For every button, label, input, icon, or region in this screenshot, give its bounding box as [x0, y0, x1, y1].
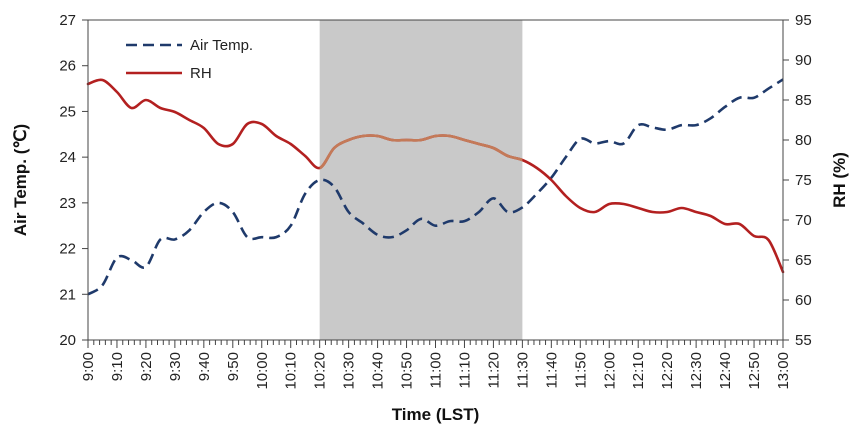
legend: Air Temp. RH — [126, 37, 253, 82]
x-tick-label: 11:50 — [572, 352, 589, 388]
y-right-tick-label: 95 — [795, 12, 812, 29]
y-left-tick-label: 25 — [59, 103, 76, 120]
x-tick-label: 11:30 — [514, 352, 531, 388]
shaded-region — [319, 20, 523, 340]
x-tick-label: 9:40 — [196, 352, 213, 381]
y-left-tick-label: 20 — [59, 332, 76, 349]
shaded-region-layer — [319, 20, 523, 340]
x-axis-title: Time (LST) — [392, 405, 480, 424]
x-tick-label: 12:50 — [746, 352, 763, 390]
y-right-tick-label: 80 — [795, 132, 812, 149]
x-tick-label: 9:30 — [167, 352, 184, 381]
x-tick-label: 11:20 — [485, 352, 502, 388]
y-right-tick-label: 75 — [795, 172, 812, 189]
x-tick-label: 13:00 — [775, 352, 792, 390]
y-left-tick-label: 27 — [59, 12, 76, 29]
y-right-tick-label: 85 — [795, 92, 812, 109]
y-right-tick-label: 55 — [795, 332, 812, 349]
y-left-tick-label: 23 — [59, 195, 76, 212]
x-tick-label: 12:00 — [601, 352, 618, 390]
x-tick-label: 10:40 — [370, 352, 387, 390]
y-right-tick-label: 65 — [795, 252, 812, 269]
series-line-air-temp — [87, 78, 784, 296]
x-tick-label: 12:10 — [630, 352, 647, 390]
y-left-tick-label: 26 — [59, 58, 76, 75]
series-line-rh-shaded-segment — [319, 134, 523, 170]
x-tick-label: 9:00 — [80, 352, 97, 381]
legend-label-air-temp: Air Temp. — [190, 37, 253, 54]
y-right-axis-title: RH (%) — [830, 152, 849, 208]
x-tick-label: 12:40 — [717, 352, 734, 390]
x-tick-label: 10:20 — [312, 352, 329, 390]
y-left-axis-title: Air Temp. (℃) — [11, 124, 30, 236]
x-tick-label: 10:50 — [399, 352, 416, 390]
legend-label-rh: RH — [190, 65, 212, 82]
x-tick-label: 9:50 — [225, 352, 242, 381]
axis-layer — [82, 19, 789, 348]
x-tick-label: 11:10 — [456, 352, 473, 388]
label-layer: 20 21 22 23 24 25 26 27 55 60 65 70 75 80 85 90 95 9:00 9:… — [59, 12, 811, 390]
x-tick-label: 11:00 — [428, 352, 445, 388]
y-left-tick-label: 24 — [59, 149, 76, 166]
x-tick-label: 9:20 — [138, 352, 155, 381]
x-tick-label: 12:30 — [688, 352, 705, 390]
x-tick-label: 10:10 — [283, 352, 300, 390]
y-left-tick-label: 22 — [59, 241, 76, 258]
x-tick-label: 11:40 — [543, 352, 560, 388]
y-right-tick-label: 90 — [795, 52, 812, 69]
y-right-tick-label: 70 — [795, 212, 812, 229]
series-layer — [86, 78, 785, 296]
x-tick-label: 10:00 — [254, 352, 271, 390]
x-tick-label: 12:20 — [659, 352, 676, 390]
x-tick-label: 10:30 — [341, 352, 358, 390]
y-left-tick-label: 21 — [59, 286, 76, 303]
y-right-tick-label: 60 — [795, 292, 812, 309]
x-tick-label: 9:10 — [109, 352, 126, 381]
